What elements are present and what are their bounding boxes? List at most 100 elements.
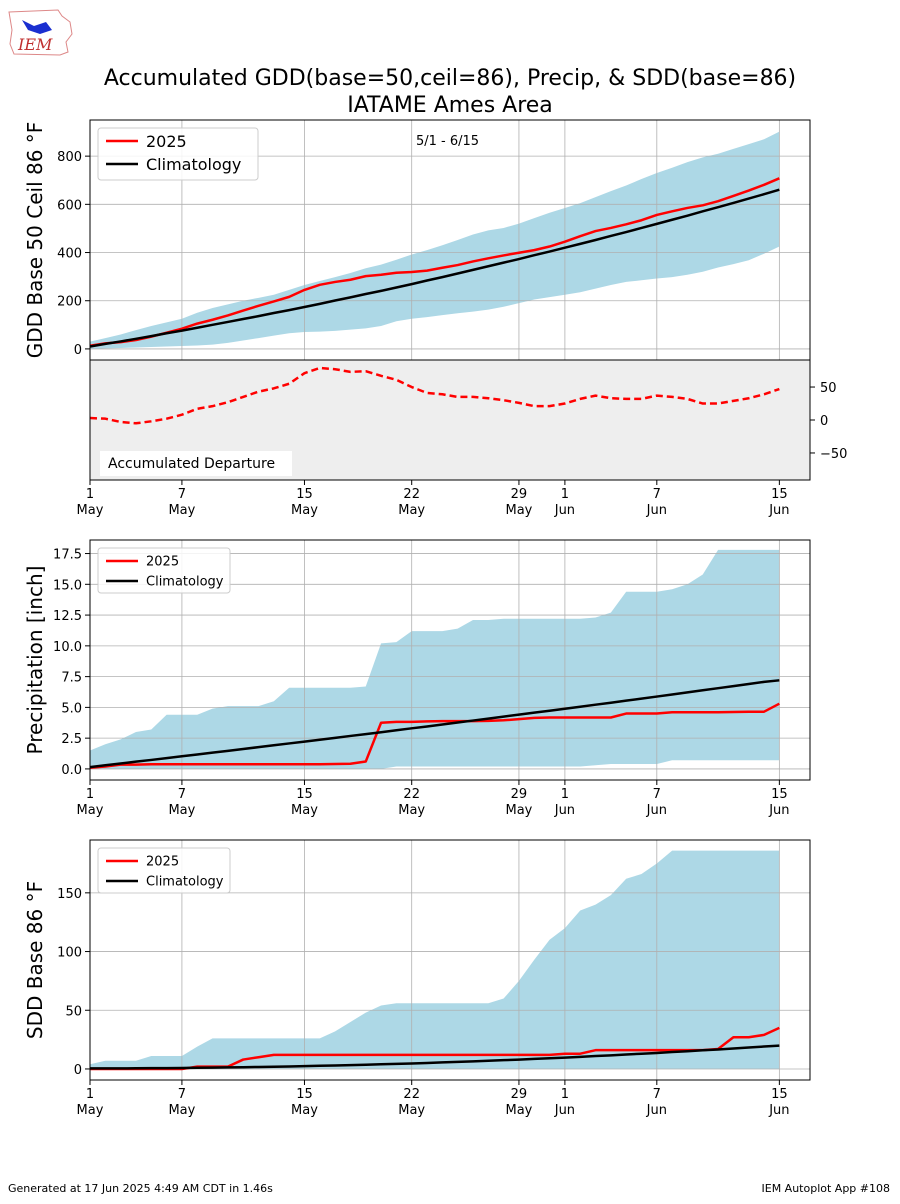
x-tick-label: 7 bbox=[653, 1087, 661, 1102]
y-tick-label: 17.5 bbox=[53, 548, 82, 563]
x-tick-label: 15 bbox=[771, 787, 788, 802]
y-tick-label: 7.5 bbox=[61, 671, 82, 686]
series-line bbox=[89, 702, 780, 769]
y-axis-label: Precipitation [inch] bbox=[23, 566, 47, 755]
x-tick-label: May bbox=[291, 803, 318, 818]
y-tick-label: 400 bbox=[57, 247, 82, 262]
x-tick-label: 29 bbox=[511, 487, 528, 502]
x-tick-label: May bbox=[168, 503, 195, 518]
plot-frame bbox=[89, 539, 811, 781]
x-tick-label: May bbox=[168, 1103, 195, 1118]
plot-frame bbox=[89, 839, 811, 1081]
annotation: Accumulated Departure bbox=[108, 456, 275, 472]
x-tick-label: May bbox=[77, 503, 104, 518]
y-tick-label: 50 bbox=[820, 381, 837, 396]
x-tick-label: 1 bbox=[86, 487, 94, 502]
range-band bbox=[90, 131, 780, 349]
x-tick-label: 1 bbox=[86, 787, 94, 802]
series-line bbox=[90, 1044, 780, 1070]
x-tick-label: Jun bbox=[554, 503, 575, 518]
x-tick-label: May bbox=[398, 803, 425, 818]
x-tick-label: Jun bbox=[646, 503, 667, 518]
x-tick-label: Jun bbox=[554, 803, 575, 818]
x-tick-label: May bbox=[291, 503, 318, 518]
legend-label: 2025 bbox=[146, 855, 179, 870]
x-tick-label: May bbox=[398, 503, 425, 518]
y-axis-label: SDD Base 86 °F bbox=[23, 881, 47, 1039]
y-tick-label: 2.5 bbox=[61, 732, 82, 747]
x-tick-label: 15 bbox=[296, 787, 313, 802]
annotation-box bbox=[100, 451, 292, 476]
legend-label: 2025 bbox=[146, 132, 187, 151]
x-tick-label: 7 bbox=[653, 487, 661, 502]
x-tick-label: 22 bbox=[403, 1087, 420, 1102]
y-tick-label: 10.0 bbox=[53, 640, 82, 655]
x-tick-label: 22 bbox=[403, 787, 420, 802]
x-tick-label: May bbox=[168, 803, 195, 818]
legend-label: Climatology bbox=[146, 155, 241, 174]
range-band bbox=[90, 850, 780, 1069]
x-tick-label: 1 bbox=[561, 487, 569, 502]
x-tick-label: May bbox=[77, 1103, 104, 1118]
annotation: 5/1 - 6/15 bbox=[416, 134, 479, 149]
x-tick-label: 15 bbox=[771, 1087, 788, 1102]
y-tick-label: 5.0 bbox=[61, 701, 82, 716]
x-tick-label: 29 bbox=[511, 787, 528, 802]
x-tick-label: 15 bbox=[771, 487, 788, 502]
series-line bbox=[89, 188, 780, 348]
x-tick-label: 22 bbox=[403, 487, 420, 502]
x-tick-label: May bbox=[291, 1103, 318, 1118]
footer-right: IEM Autoplot App #108 bbox=[762, 1182, 891, 1195]
y-tick-label: 200 bbox=[57, 295, 82, 310]
footer-left: Generated at 17 Jun 2025 4:49 AM CDT in … bbox=[8, 1182, 273, 1195]
x-tick-label: Jun bbox=[646, 1103, 667, 1118]
legend-label: 2025 bbox=[146, 555, 179, 570]
x-tick-label: Jun bbox=[646, 803, 667, 818]
y-axis-label: GDD Base 50 Ceil 86 °F bbox=[23, 122, 47, 359]
x-tick-label: 7 bbox=[653, 787, 661, 802]
series-line bbox=[89, 177, 780, 348]
y-tick-label: 0 bbox=[74, 343, 82, 358]
x-tick-label: May bbox=[505, 1103, 532, 1118]
legend-label: Climatology bbox=[146, 575, 224, 590]
x-tick-label: 7 bbox=[178, 487, 186, 502]
logo-symbol bbox=[22, 20, 52, 34]
x-tick-label: Jun bbox=[768, 1103, 789, 1118]
x-tick-label: 1 bbox=[561, 1087, 569, 1102]
x-tick-label: Jun bbox=[768, 803, 789, 818]
y-tick-label: 0 bbox=[74, 1063, 82, 1078]
x-tick-label: 7 bbox=[178, 787, 186, 802]
legend-label: Climatology bbox=[146, 875, 224, 890]
y-tick-label: 15.0 bbox=[53, 578, 82, 593]
y-tick-label: 0 bbox=[820, 414, 828, 429]
y-tick-label: 600 bbox=[57, 198, 82, 213]
x-tick-label: May bbox=[505, 803, 532, 818]
y-tick-label: 150 bbox=[57, 887, 82, 902]
x-tick-label: 15 bbox=[296, 1087, 313, 1102]
series-line bbox=[89, 679, 780, 769]
chart-title: Accumulated GDD(base=50,ceil=86), Precip… bbox=[104, 66, 796, 91]
y-tick-label: 100 bbox=[57, 946, 82, 961]
x-tick-label: May bbox=[505, 503, 532, 518]
logo-text: IEM bbox=[17, 35, 53, 54]
x-tick-label: Jun bbox=[768, 503, 789, 518]
x-tick-label: 7 bbox=[178, 1087, 186, 1102]
x-tick-label: 15 bbox=[296, 487, 313, 502]
y-tick-label: 50 bbox=[65, 1004, 82, 1019]
plot-frame bbox=[89, 359, 811, 481]
x-tick-label: 1 bbox=[561, 787, 569, 802]
logo: IEM bbox=[8, 9, 73, 56]
chart-subtitle: IATAME Ames Area bbox=[347, 93, 553, 118]
y-tick-label: 800 bbox=[57, 150, 82, 165]
range-band bbox=[90, 549, 780, 769]
y-tick-label: −50 bbox=[820, 447, 847, 462]
x-tick-label: Jun bbox=[554, 1103, 575, 1118]
y-tick-label: 0.0 bbox=[61, 763, 82, 778]
x-tick-label: May bbox=[398, 1103, 425, 1118]
x-tick-label: 29 bbox=[511, 1087, 528, 1102]
y-tick-label: 12.5 bbox=[53, 609, 82, 624]
x-tick-label: May bbox=[77, 803, 104, 818]
